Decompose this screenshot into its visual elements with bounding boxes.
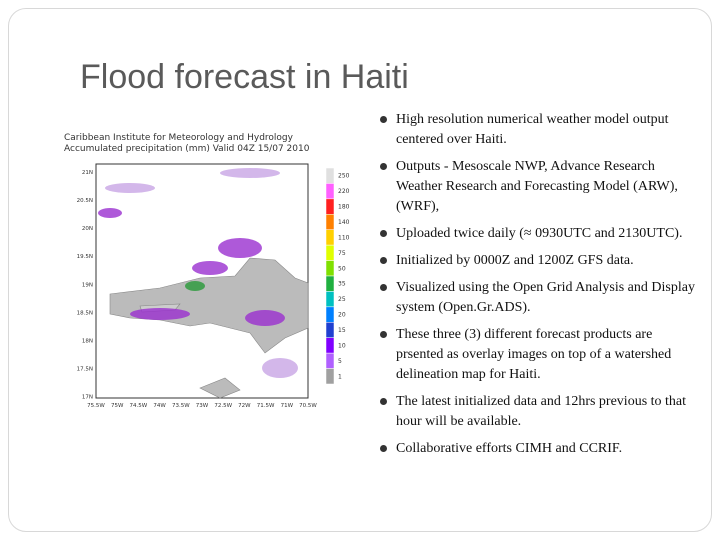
colorbar-label: 140 [338,219,350,226]
colorbar-label: 250 [338,173,350,180]
bullet: The latest initialized data and 12hrs pr… [380,392,698,432]
bullet: These three (3) different forecast produ… [380,325,698,385]
lon-label: 71.5W [257,403,275,409]
bullet: Initialized by 0000Z and 1200Z GFS data. [380,251,698,271]
lat-label: 21N [82,170,93,176]
bullet: Uploaded twice daily (≈ 0930UTC and 2130… [380,224,698,244]
bullet: Outputs - Mesoscale NWP, Advance Researc… [380,157,698,217]
colorbar-swatch [325,260,335,277]
bullet-list: High resolution numerical weather model … [380,110,698,466]
slide-title: Flood forecast in Haiti [80,58,409,96]
lat-label: 17N [82,395,93,401]
forecast-map: Caribbean Institute for Meteorology and … [64,133,350,409]
lat-label: 19N [82,282,93,288]
map-heading: Accumulated precipitation (mm) Valid 04Z… [64,144,310,154]
colorbar-swatch [325,306,335,323]
colorbar-label: 20 [338,312,346,319]
colorbar-swatch [325,214,335,230]
lon-label: 72W [238,403,251,409]
lat-label: 20.5N [77,198,93,204]
colorbar-swatch [325,167,335,184]
lon-label: 74.5W [130,403,148,409]
colorbar-label: 25 [338,296,346,303]
lat-label: 18N [82,338,93,344]
lon-label: 75W [111,403,124,409]
bullet: High resolution numerical weather model … [380,110,698,150]
lon-label: 73.5W [172,403,190,409]
colorbar-label: 15 [338,327,346,334]
bullet: Visualized using the Open Grid Analysis … [380,278,698,318]
colorbar-swatch [325,291,335,308]
colorbar-swatch [325,183,335,200]
colorbar-swatch [325,275,335,292]
colorbar-label: 50 [338,265,346,272]
colorbar-label: 220 [338,188,350,195]
lon-label: 72.5W [214,403,232,409]
lon-label: 71W [281,403,294,409]
lat-label: 18.5N [77,310,93,316]
slide-frame [8,8,712,532]
colorbar-label: 75 [338,250,346,257]
lat-label: 20N [82,226,93,232]
colorbar-swatch [325,352,335,369]
lon-label: 73W [196,403,209,409]
map-heading: Caribbean Institute for Meteorology and … [64,133,294,143]
colorbar-label: 10 [338,342,346,349]
lat-label: 19.5N [77,254,93,260]
colorbar-label: 180 [338,204,350,211]
lat-label: 17.5N [77,367,93,373]
colorbar-swatch [325,244,335,261]
colorbar-swatch [325,198,335,215]
lon-label: 74W [153,403,166,409]
colorbar-label: 35 [338,281,346,288]
colorbar-label: 1 [338,373,342,380]
colorbar-swatch [325,322,335,338]
colorbar-label: 5 [338,358,342,365]
lon-label: 75.5W [87,403,105,409]
colorbar-swatch [325,337,335,354]
lon-label: 70.5W [299,403,317,409]
bullet: Collaborative efforts CIMH and CCRIF. [380,439,698,459]
precipitation [98,168,298,378]
colorbar-swatch [325,229,335,246]
colorbar-swatch [325,368,335,385]
colorbar-label: 110 [338,234,350,241]
